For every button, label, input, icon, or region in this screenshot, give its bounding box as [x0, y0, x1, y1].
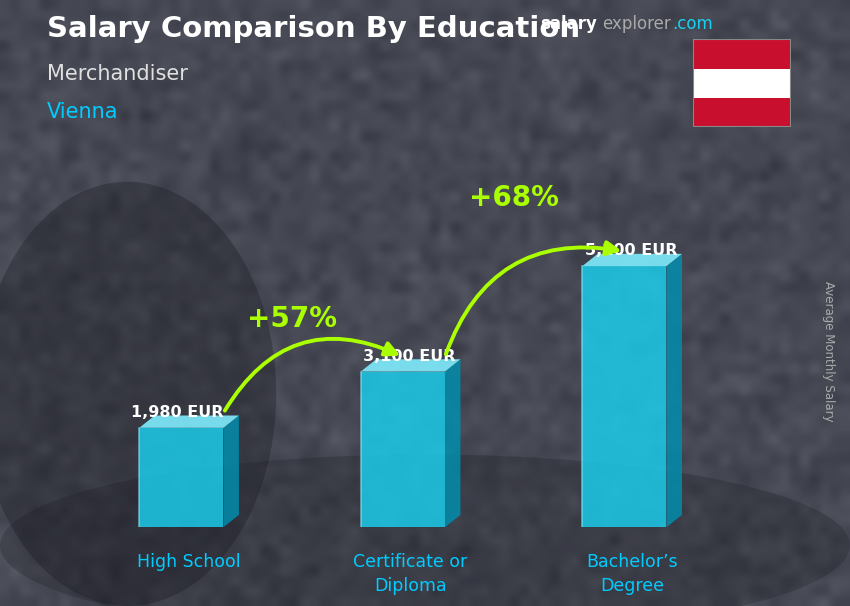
FancyArrowPatch shape	[225, 339, 396, 411]
Text: +57%: +57%	[247, 305, 337, 333]
Ellipse shape	[0, 454, 850, 606]
Text: High School: High School	[137, 553, 241, 571]
Text: 1,980 EUR: 1,980 EUR	[131, 405, 224, 420]
FancyArrowPatch shape	[446, 242, 617, 354]
Text: Salary Comparison By Education: Salary Comparison By Education	[47, 15, 580, 43]
Text: Merchandiser: Merchandiser	[47, 64, 188, 84]
Text: salary: salary	[540, 15, 597, 33]
Bar	[693, 39, 791, 68]
Text: Vienna: Vienna	[47, 102, 118, 122]
Polygon shape	[360, 371, 445, 527]
Polygon shape	[582, 254, 682, 266]
Text: Average Monthly Salary: Average Monthly Salary	[822, 281, 836, 422]
Polygon shape	[666, 254, 682, 527]
Text: .com: .com	[672, 15, 713, 33]
Text: Certificate or
Diploma: Certificate or Diploma	[354, 553, 468, 595]
Bar	[693, 68, 791, 98]
Polygon shape	[445, 359, 461, 527]
Polygon shape	[582, 266, 666, 527]
Ellipse shape	[0, 182, 276, 606]
Polygon shape	[139, 416, 239, 428]
Polygon shape	[360, 359, 461, 371]
Bar	[693, 98, 791, 127]
Polygon shape	[224, 416, 239, 527]
Text: Bachelor’s
Degree: Bachelor’s Degree	[586, 553, 678, 595]
Polygon shape	[139, 428, 224, 527]
Text: 5,200 EUR: 5,200 EUR	[585, 243, 677, 258]
Text: explorer: explorer	[602, 15, 671, 33]
Text: 3,100 EUR: 3,100 EUR	[363, 348, 456, 364]
Text: +68%: +68%	[468, 184, 558, 212]
